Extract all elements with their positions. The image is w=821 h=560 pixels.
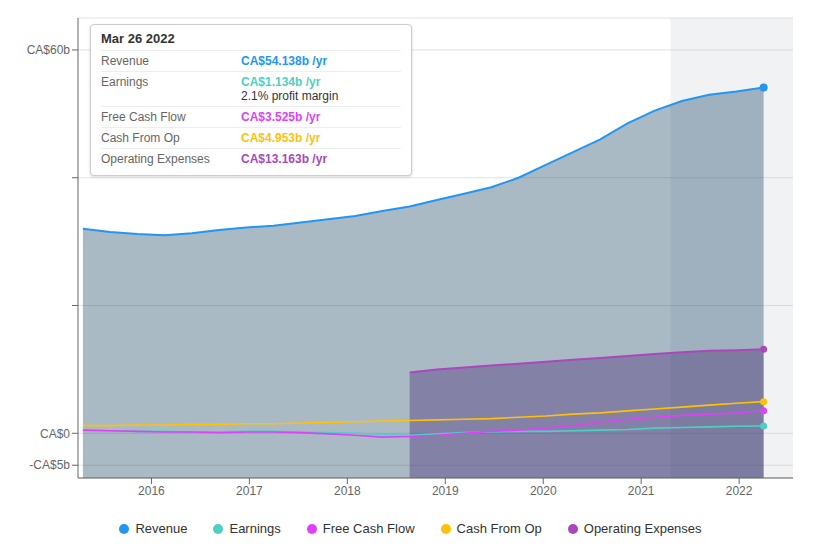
html-text:Cash From Op: Cash From Op (101, 131, 180, 145)
html-text:Free Cash Flow: Free Cash Flow (322, 521, 415, 536)
html-text:Earnings: Earnings (229, 521, 281, 536)
html-text:CA$4.953b /yr: CA$4.953b /yr (241, 131, 321, 145)
html-text:CA$3.525b /yr: CA$3.525b /yr (241, 110, 321, 124)
html-text:Revenue: Revenue (101, 54, 149, 68)
svg-text:CA$60b: CA$60b (27, 43, 71, 57)
html-text:Mar 26 2022: Mar 26 2022 (101, 31, 175, 46)
svg-text:2019: 2019 (432, 484, 459, 498)
html-text:CA$54.138b /yr: CA$54.138b /yr (241, 54, 328, 68)
svg-text:2018: 2018 (334, 484, 361, 498)
svg-text:CA$0: CA$0 (40, 427, 70, 441)
html-text:Operating Expenses: Operating Expenses (583, 521, 702, 536)
svg-text:2021: 2021 (628, 484, 655, 498)
svg-text:2016: 2016 (138, 484, 165, 498)
html-text:Operating Expenses: Operating Expenses (101, 152, 210, 166)
svg-text:2020: 2020 (530, 484, 557, 498)
html-text:CA$1.134b /yr: CA$1.134b /yr (241, 75, 321, 89)
svg-text:-CA$5b: -CA$5b (29, 458, 70, 472)
html-text:Free Cash Flow: Free Cash Flow (101, 110, 186, 124)
html-text:Revenue: Revenue (135, 521, 188, 536)
html-text:Earnings: Earnings (101, 75, 149, 89)
html-text:2.1% profit margin: 2.1% profit margin (241, 89, 339, 103)
svg-text:2022: 2022 (726, 484, 753, 498)
html-text:CA$13.163b /yr: CA$13.163b /yr (241, 152, 328, 166)
html-text:Cash From Op: Cash From Op (456, 521, 542, 536)
svg-text:2017: 2017 (236, 484, 263, 498)
